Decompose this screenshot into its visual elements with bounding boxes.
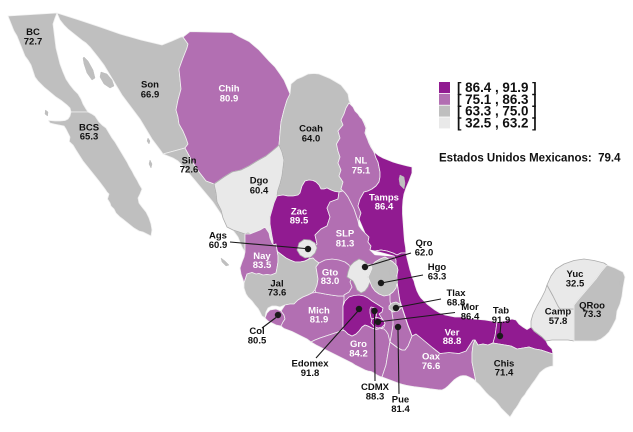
- svg-text:BCS: BCS: [79, 122, 99, 133]
- svg-text:68.8: 68.8: [447, 297, 466, 308]
- svg-text:Gro: Gro: [350, 339, 367, 350]
- svg-text:Pue: Pue: [392, 394, 409, 405]
- svg-text:Coah: Coah: [299, 123, 323, 134]
- svg-text:Col: Col: [249, 326, 264, 337]
- svg-text:SLP: SLP: [336, 228, 355, 239]
- svg-text:66.9: 66.9: [141, 89, 160, 100]
- svg-text:57.8: 57.8: [549, 316, 568, 327]
- svg-text:Hgo: Hgo: [428, 262, 447, 273]
- svg-text:BC: BC: [26, 27, 40, 38]
- svg-text:76.6: 76.6: [422, 361, 441, 372]
- svg-text:86.4: 86.4: [375, 201, 394, 212]
- svg-text:Mich: Mich: [308, 305, 330, 316]
- svg-text:71.4: 71.4: [495, 367, 514, 378]
- svg-text:Sin: Sin: [182, 155, 197, 166]
- svg-text:CDMX: CDMX: [361, 382, 390, 393]
- svg-text:72.6: 72.6: [180, 164, 199, 175]
- svg-text:86.4: 86.4: [461, 311, 480, 322]
- svg-text:Tamps: Tamps: [369, 192, 399, 203]
- svg-text:83.5: 83.5: [253, 260, 272, 271]
- svg-text:88.8: 88.8: [443, 336, 462, 347]
- svg-text:73.3: 73.3: [583, 309, 602, 320]
- svg-text:91.8: 91.8: [301, 368, 320, 379]
- svg-text:60.4: 60.4: [250, 185, 269, 196]
- svg-text:Dgo: Dgo: [250, 175, 269, 186]
- svg-text:[ 75.1 , 86.3 ]: [ 75.1 , 86.3 ]: [457, 92, 537, 107]
- svg-text:NL: NL: [355, 155, 368, 166]
- svg-text:Chih: Chih: [218, 83, 239, 94]
- svg-text:81.4: 81.4: [391, 404, 410, 415]
- svg-text:Jal: Jal: [270, 278, 283, 289]
- svg-text:84.2: 84.2: [349, 348, 368, 359]
- svg-text:Tab: Tab: [493, 305, 509, 316]
- svg-text:75.1: 75.1: [352, 165, 371, 176]
- svg-text:91.9: 91.9: [492, 315, 511, 326]
- svg-text:Son: Son: [141, 79, 159, 90]
- svg-text:73.6: 73.6: [268, 287, 287, 298]
- svg-text:83.0: 83.0: [321, 276, 340, 287]
- svg-text:Nay: Nay: [253, 251, 271, 262]
- svg-text:QRoo: QRoo: [579, 300, 605, 311]
- svg-text:Yuc: Yuc: [567, 269, 584, 280]
- svg-text:81.3: 81.3: [336, 238, 355, 249]
- svg-text:Gto: Gto: [322, 267, 339, 278]
- svg-text:Oax: Oax: [422, 351, 441, 362]
- svg-text:Ver: Ver: [445, 327, 460, 338]
- svg-text:89.5: 89.5: [290, 215, 309, 226]
- svg-text:Ags: Ags: [209, 230, 227, 241]
- svg-text:63.3: 63.3: [428, 271, 447, 282]
- svg-text:32.5: 32.5: [566, 278, 585, 289]
- svg-text:Camp: Camp: [545, 306, 572, 317]
- svg-text:60.9: 60.9: [209, 240, 228, 251]
- svg-text:Tlax: Tlax: [446, 288, 466, 299]
- svg-text:65.3: 65.3: [80, 131, 99, 142]
- svg-text:64.0: 64.0: [302, 133, 321, 144]
- svg-text:Edomex: Edomex: [292, 358, 330, 369]
- svg-text:62.0: 62.0: [415, 247, 434, 258]
- svg-text:Estados Unidos Mexicanos: 79.: Estados Unidos Mexicanos: 79.4: [439, 153, 621, 165]
- svg-text:81.9: 81.9: [310, 314, 329, 325]
- svg-text:80.5: 80.5: [248, 335, 267, 346]
- svg-text:Qro: Qro: [416, 238, 433, 249]
- svg-text:72.7: 72.7: [24, 36, 43, 47]
- svg-text:Zac: Zac: [291, 206, 307, 217]
- svg-text:88.3: 88.3: [366, 391, 385, 402]
- svg-text:[ 63.3 , 75.0 ]: [ 63.3 , 75.0 ]: [457, 104, 537, 119]
- svg-text:80.9: 80.9: [220, 93, 239, 104]
- svg-text:[ 86.4 , 91.9 ]: [ 86.4 , 91.9 ]: [457, 80, 537, 95]
- svg-text:Chis: Chis: [494, 358, 515, 369]
- svg-text:[ 32.5 , 63.2 ]: [ 32.5 , 63.2 ]: [457, 115, 537, 130]
- svg-text:Mor: Mor: [461, 302, 479, 313]
